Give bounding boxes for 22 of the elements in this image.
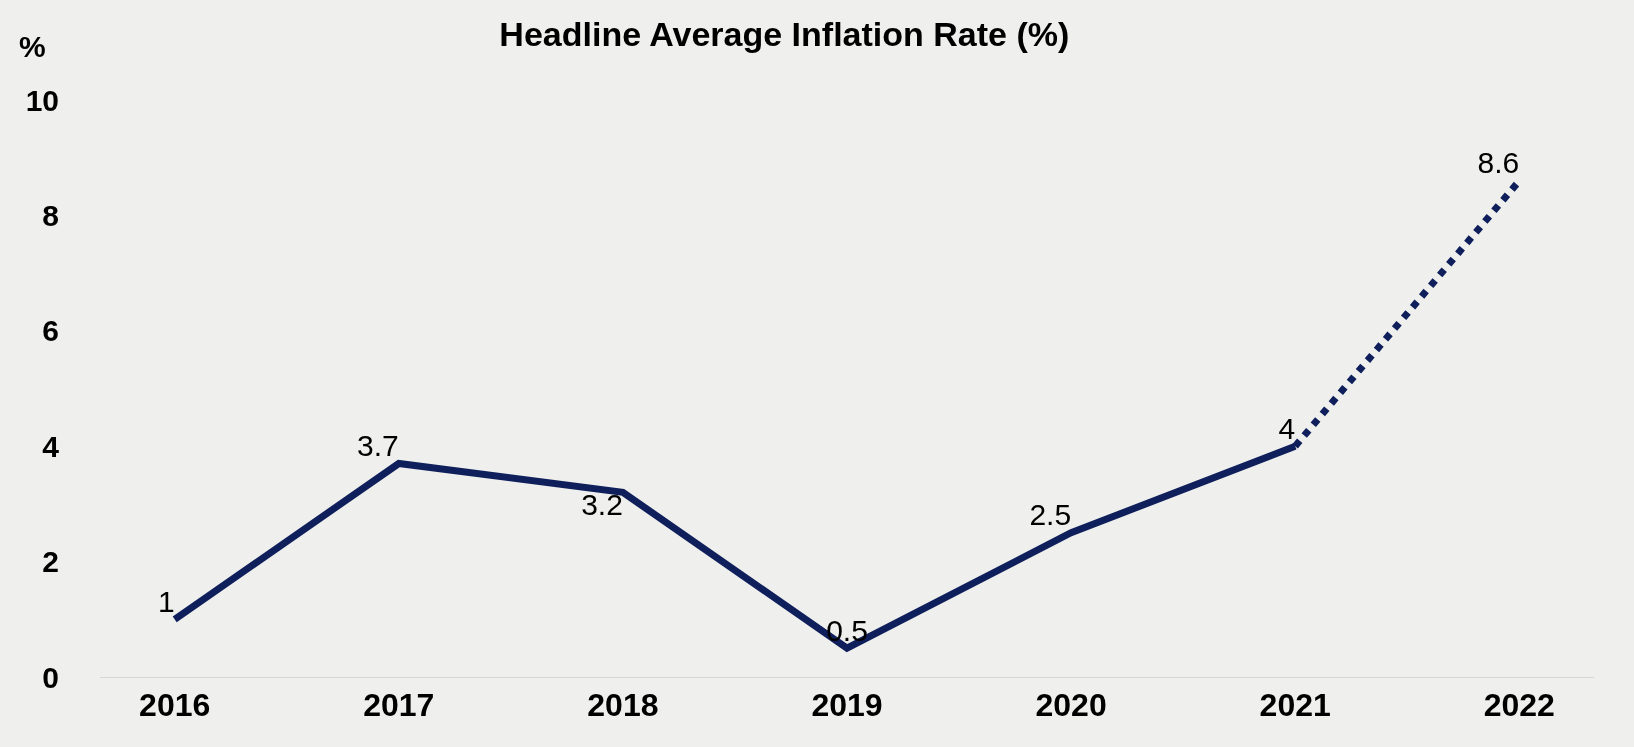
data-label: 1	[158, 584, 175, 618]
x-tick-label: 2021	[1259, 687, 1331, 724]
chart-title: Headline Average Inflation Rate (%)	[499, 15, 1070, 54]
data-label: 8.6	[1477, 146, 1520, 180]
y-tick-label: 10	[25, 83, 59, 117]
y-tick-label: 6	[42, 314, 59, 348]
x-tick-label: 2018	[587, 687, 659, 724]
data-label: 0.5	[826, 613, 868, 647]
x-tick-label: 2020	[1035, 687, 1107, 724]
data-label: 2.5	[1029, 498, 1072, 532]
x-tick-label: 2022	[1483, 687, 1555, 724]
y-tick-label: 8	[42, 198, 59, 232]
y-tick-label: 0	[42, 660, 59, 694]
x-tick-label: 2017	[363, 687, 435, 724]
y-axis-title: %	[19, 30, 46, 63]
y-tick-label: 2	[42, 545, 59, 579]
data-label: 4	[1278, 411, 1296, 445]
y-tick-label: 4	[42, 429, 60, 463]
x-tick-label: 2019	[811, 687, 883, 724]
data-label: 3.2	[581, 487, 623, 521]
x-tick-label: 2016	[139, 687, 211, 724]
data-label: 3.7	[357, 429, 399, 463]
